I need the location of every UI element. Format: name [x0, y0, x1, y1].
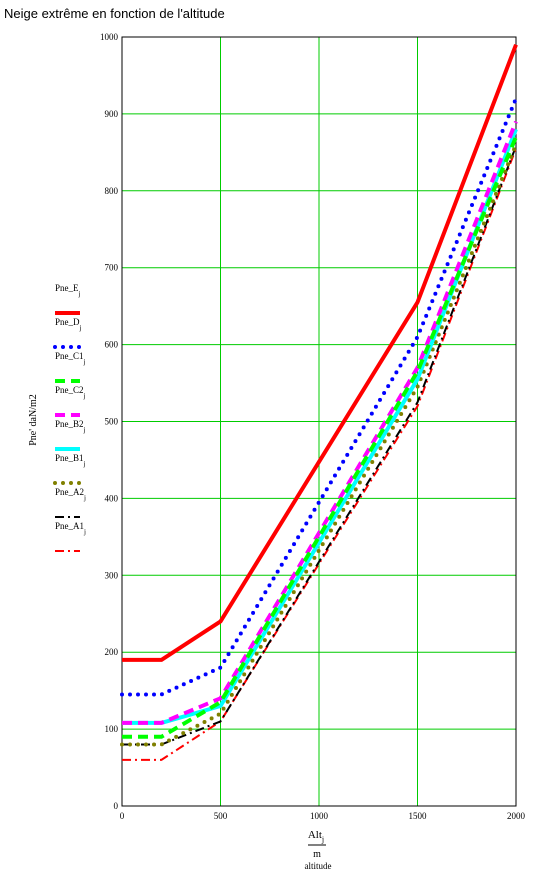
plot-frame: [121, 36, 517, 807]
grid: [121, 36, 517, 807]
legend-label: Pne_C1j: [55, 351, 86, 366]
x-axis-label-sub: j: [321, 835, 324, 844]
y-tick-label: 700: [105, 263, 119, 273]
series-lines: [120, 43, 518, 761]
x-axis-label-numerator: Alt: [308, 829, 322, 841]
series-line-pne-c2: [122, 120, 518, 725]
legend-label: Pne_B1j: [55, 453, 86, 468]
series-line-pne-b1: [120, 142, 518, 747]
x-tick-label: 500: [214, 811, 228, 821]
legend-label: Pne_A2j: [55, 487, 86, 502]
y-tick-label: 200: [105, 647, 119, 657]
y-tick-label: 400: [105, 493, 119, 503]
x-tick-label: 2000: [507, 811, 526, 821]
chart-title: Neige extrême en fonction de l'altitude: [4, 6, 225, 21]
x-axis-label-denominator: m: [313, 849, 321, 860]
x-tick-label: 1500: [409, 811, 428, 821]
legend-label: Pne_A1j: [55, 521, 86, 536]
legend-label: Pne_Dj: [55, 317, 82, 332]
series-line-pne-a2: [122, 145, 517, 746]
y-tick-label: 0: [114, 801, 119, 811]
series-line-pne-b2: [122, 128, 518, 725]
series-line-pne-e: [122, 43, 518, 662]
y-tick-label: 500: [105, 417, 119, 427]
y-tick-label: 600: [105, 340, 119, 350]
y-axis-label: Pne' daN/m2: [28, 394, 39, 446]
x-tick-label: 0: [120, 811, 125, 821]
legend-label: Pne_Ej: [55, 283, 81, 298]
y-tick-label: 100: [105, 724, 119, 734]
y-tick-label: 1000: [100, 32, 119, 42]
svg-text:Altj: Altj: [308, 829, 324, 844]
tick-labels: 0 100 200 300 400 500 600 700 800 900 1000 0 500 1000…: [100, 32, 526, 821]
legend: Pne_Ej Pne_Dj Pne_C1j Pne_C2j Pne_B2j Pne_B1j…: [53, 283, 86, 552]
legend-label: Pne_C2j: [55, 385, 86, 400]
x-tick-label: 1000: [310, 811, 329, 821]
series-line-pne-d: [120, 96, 518, 697]
x-axis-label-note: altitude: [305, 861, 332, 871]
y-tick-label: 800: [105, 186, 119, 196]
y-tick-label: 900: [105, 109, 119, 119]
y-tick-label: 300: [105, 570, 119, 580]
legend-label: Pne_B2j: [55, 419, 86, 434]
x-axis-label: Altj m altitude: [305, 829, 332, 871]
series-line-pne-c1: [122, 136, 518, 739]
